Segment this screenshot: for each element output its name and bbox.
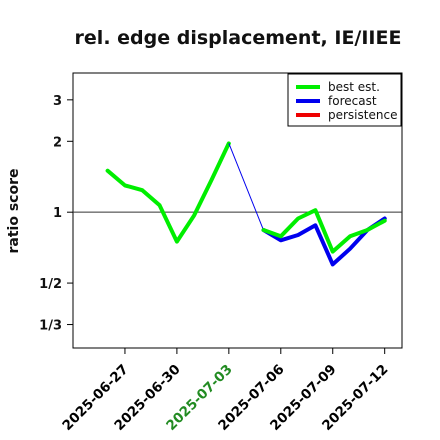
y-axis-label: ratio score	[6, 169, 22, 254]
y-tick-label-1: 2	[53, 135, 62, 150]
y-tick-label-3: 1/2	[39, 277, 62, 292]
series-layer	[105, 141, 387, 267]
y-axis: 3 2 1 1/2 1/3	[39, 94, 73, 334]
chart-title: rel. edge displacement, IE/IIEE	[75, 27, 402, 49]
series-line-forecast	[261, 216, 387, 267]
legend-label-1: forecast	[328, 94, 377, 108]
series-line-best-est-2	[261, 208, 387, 254]
legend-label-2: persistence	[328, 108, 397, 122]
y-tick-label-0: 3	[53, 94, 62, 109]
legend-label-0: best est.	[328, 80, 380, 94]
x-axis: 2025-06-272025-06-302025-07-032025-07-06…	[59, 348, 392, 434]
forecast-connector	[228, 143, 264, 231]
y-tick-label-2: 1	[53, 206, 62, 221]
series-line-best-est-0	[105, 141, 231, 244]
plot-frame	[72, 72, 403, 349]
y-tick-label-4: 1/3	[39, 319, 62, 334]
